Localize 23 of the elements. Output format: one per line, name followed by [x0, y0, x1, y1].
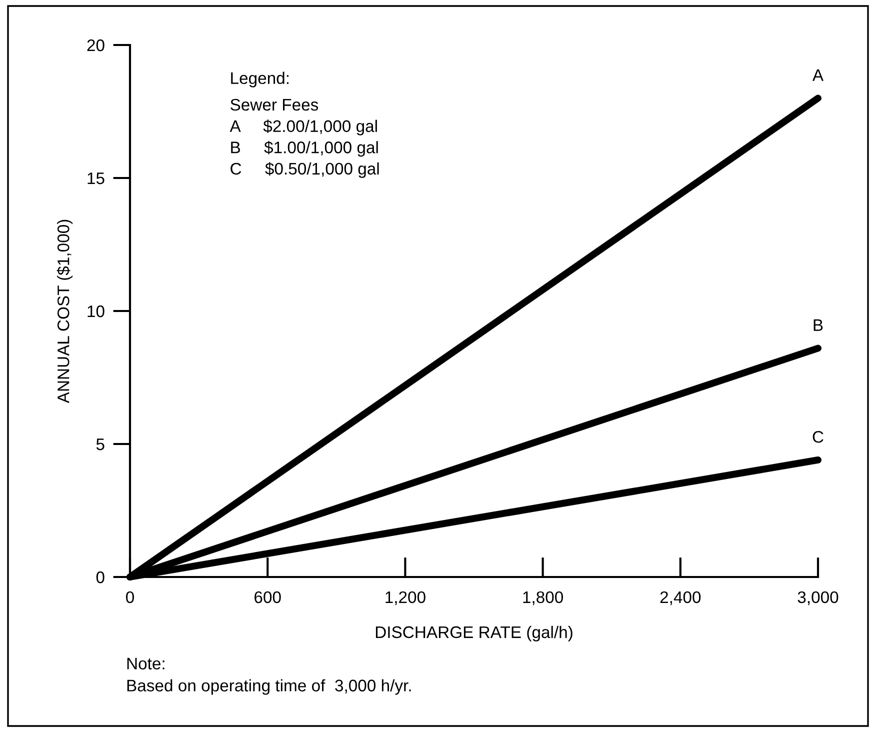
- y-tick-label: 5: [96, 438, 104, 450]
- annotation: B $1.00/1,000 gal: [231, 140, 378, 157]
- x-tick-label: 3,000: [798, 591, 838, 606]
- series-label: A: [812, 69, 824, 81]
- series-label: B: [814, 319, 823, 331]
- x-tick-label: 1,200: [386, 591, 426, 606]
- x-tick-label: 2,400: [660, 591, 701, 606]
- annotation: Legend:: [231, 72, 288, 88]
- y-tick-label: 15: [88, 172, 104, 184]
- annotation: Sewer Fees: [230, 98, 318, 111]
- y-tick-label: 10: [88, 305, 104, 318]
- annotation: C $0.50/1,000 gal: [230, 162, 379, 178]
- x-axis-title: DISCHARGE RATE (gal/h): [376, 626, 572, 642]
- annotation: A $2.00/1,000 gal: [230, 120, 377, 136]
- text: Based on operating time of 3,000 h/yr.: [127, 679, 411, 695]
- y-axis-title: ANNUAL COST ($1,000): [56, 220, 73, 404]
- y-tick-label: 20: [87, 39, 104, 52]
- x-tick-label: 600: [254, 591, 281, 604]
- text: Note:: [127, 658, 164, 670]
- series-label: C: [812, 430, 824, 443]
- x-tick-label: 1,800: [523, 591, 564, 606]
- y-tick-label: 0: [96, 571, 104, 584]
- x-tick-label: 0: [126, 591, 134, 604]
